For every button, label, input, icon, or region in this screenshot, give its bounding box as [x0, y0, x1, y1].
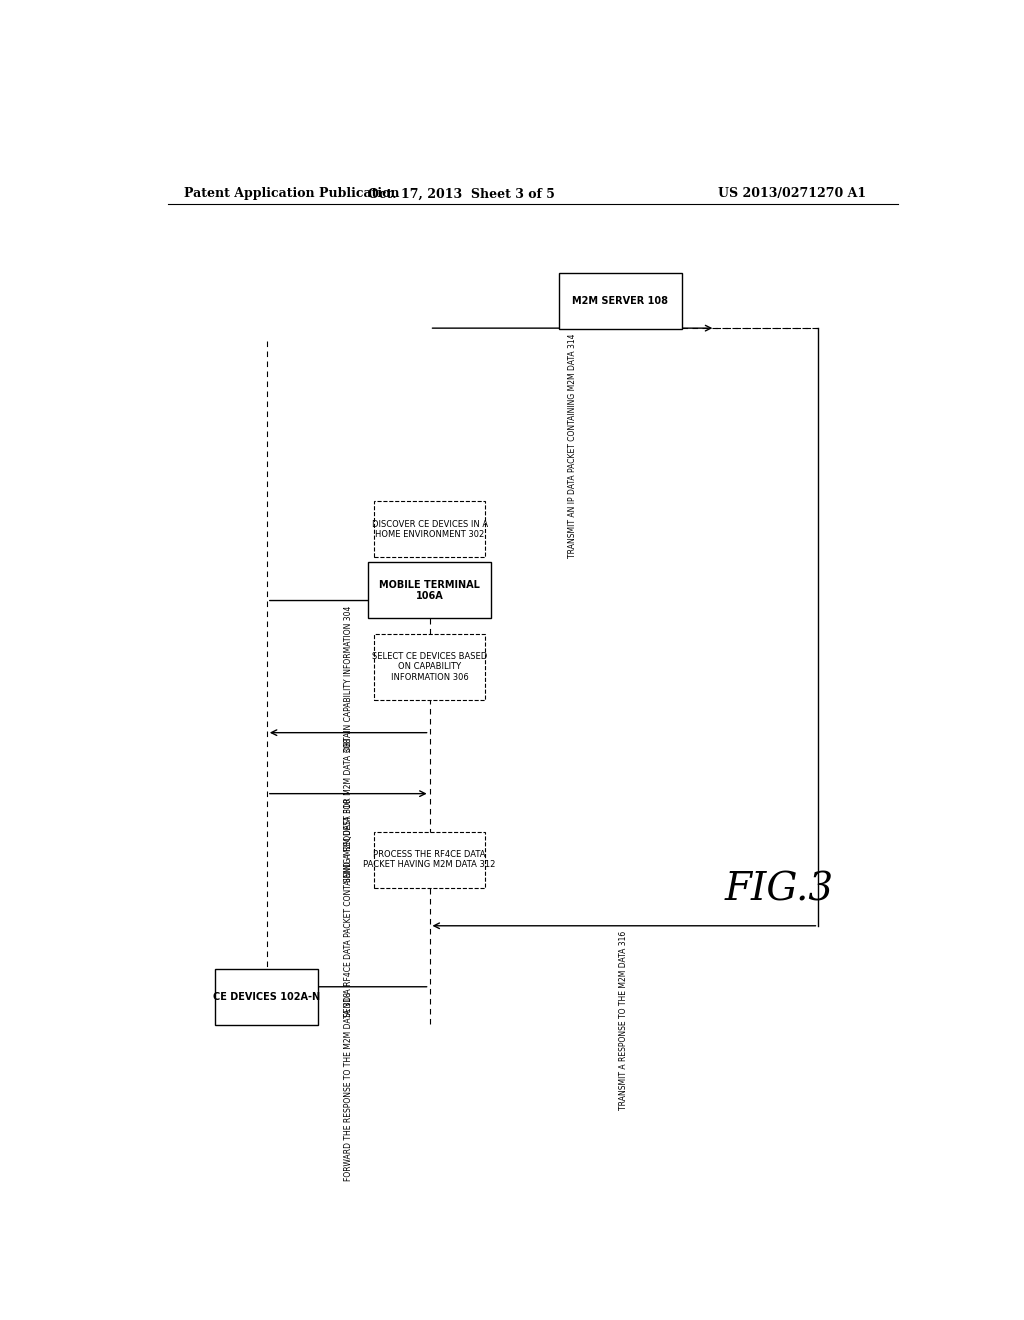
Text: DISCOVER CE DEVICES IN A
HOME ENVIRONMENT 302: DISCOVER CE DEVICES IN A HOME ENVIRONMEN… — [372, 520, 487, 539]
Text: FIG.3: FIG.3 — [724, 871, 834, 908]
Text: PROCESS THE RF4CE DATA
PACKET HAVING M2M DATA 312: PROCESS THE RF4CE DATA PACKET HAVING M2M… — [364, 850, 496, 870]
Text: Oct. 17, 2013  Sheet 3 of 5: Oct. 17, 2013 Sheet 3 of 5 — [368, 187, 555, 201]
Text: US 2013/0271270 A1: US 2013/0271270 A1 — [718, 187, 866, 201]
Text: Patent Application Publication: Patent Application Publication — [183, 187, 399, 201]
Text: SEND A REQUEST FOR M2M DATA 308: SEND A REQUEST FOR M2M DATA 308 — [344, 738, 352, 882]
Text: TRANSMIT A RESPONSE TO THE M2M DATA 316: TRANSMIT A RESPONSE TO THE M2M DATA 316 — [620, 931, 629, 1110]
Text: SELECT CE DEVICES BASED
ON CAPABILITY
INFORMATION 306: SELECT CE DEVICES BASED ON CAPABILITY IN… — [372, 652, 487, 681]
Text: TRANSMIT AN IP DATA PACKET CONTAINING M2M DATA 314: TRANSMIT AN IP DATA PACKET CONTAINING M2… — [568, 333, 577, 558]
Text: CE DEVICES 102A-N: CE DEVICES 102A-N — [213, 991, 321, 1002]
Text: FORWARD THE RESPONSE TO THE M2M DATA 318: FORWARD THE RESPONSE TO THE M2M DATA 318 — [344, 991, 352, 1181]
Bar — [558, 273, 682, 329]
Text: SEND A RF4CE DATA PACKET CONTAINING M2M DATA 310: SEND A RF4CE DATA PACKET CONTAINING M2M … — [344, 799, 352, 1018]
Text: MOBILE TERMINAL
106A: MOBILE TERMINAL 106A — [379, 579, 480, 601]
Text: OBTAIN CAPABILITY INFORMATION 304: OBTAIN CAPABILITY INFORMATION 304 — [344, 606, 352, 752]
Bar — [374, 832, 485, 887]
Bar — [368, 562, 492, 618]
Bar — [215, 969, 318, 1024]
Bar — [374, 634, 485, 700]
Bar — [374, 502, 485, 557]
Text: M2M SERVER 108: M2M SERVER 108 — [572, 296, 668, 306]
